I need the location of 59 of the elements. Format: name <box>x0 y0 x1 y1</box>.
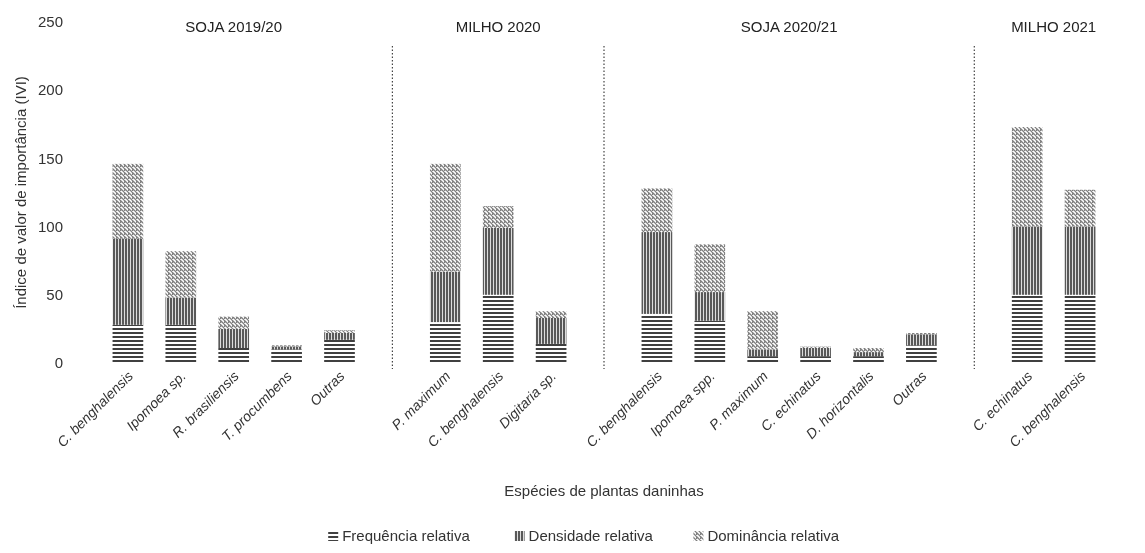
bar <box>641 313 673 363</box>
legend-label: Densidade relativa <box>528 527 654 545</box>
bar <box>429 163 461 272</box>
bar <box>641 188 673 233</box>
bar <box>906 345 937 363</box>
bar <box>1011 226 1043 295</box>
y-tick-label: 150 <box>37 149 63 167</box>
chart-title: SOJA 2019/20 <box>185 18 283 35</box>
bar <box>694 292 726 321</box>
chart-title: SOJA 2020/21 <box>740 18 838 35</box>
x-axis-title: Espécies de plantas daninhas <box>504 482 704 499</box>
bar <box>271 349 302 363</box>
bar <box>324 332 355 340</box>
bar <box>747 311 779 350</box>
bar <box>112 163 144 239</box>
bar <box>1064 226 1096 295</box>
bar <box>218 328 250 348</box>
bar <box>853 356 884 363</box>
y-axis-title: Índice de valor de importância (IVI) <box>12 76 29 309</box>
bar <box>112 238 144 325</box>
y-tick-label: 200 <box>37 81 63 99</box>
bar <box>694 320 726 363</box>
legend-label: Dominância relativa <box>707 527 840 545</box>
bar <box>482 294 514 363</box>
bar <box>1064 189 1096 227</box>
bar <box>218 348 250 363</box>
y-tick-label: 100 <box>37 217 63 235</box>
bar <box>112 324 144 363</box>
bar <box>324 339 355 363</box>
bar <box>165 297 197 325</box>
bar <box>165 251 197 298</box>
bar <box>429 271 461 323</box>
bar <box>324 330 355 333</box>
y-tick-label: 0 <box>54 354 63 372</box>
y-tick-label: 250 <box>37 13 63 31</box>
bar <box>800 356 831 363</box>
bar <box>747 356 779 363</box>
chart-title: MILHO 2021 <box>1011 18 1097 35</box>
bar <box>1064 294 1096 363</box>
bar <box>747 349 779 357</box>
bar <box>694 244 726 293</box>
bar <box>853 352 884 357</box>
bar <box>535 343 567 363</box>
bar <box>429 322 461 363</box>
bar <box>800 348 831 357</box>
bar <box>1011 127 1043 227</box>
bar <box>535 311 567 318</box>
bar <box>165 324 197 363</box>
legend-label: Frequência relativa <box>342 527 471 545</box>
bar <box>218 316 250 329</box>
bar <box>482 227 514 295</box>
bar <box>482 206 514 228</box>
bar <box>853 348 884 353</box>
bar <box>535 317 567 344</box>
bar <box>906 334 937 346</box>
chart-title: MILHO 2020 <box>455 18 541 35</box>
bar <box>641 232 673 314</box>
bar <box>1011 294 1043 363</box>
y-tick-label: 50 <box>46 286 63 304</box>
